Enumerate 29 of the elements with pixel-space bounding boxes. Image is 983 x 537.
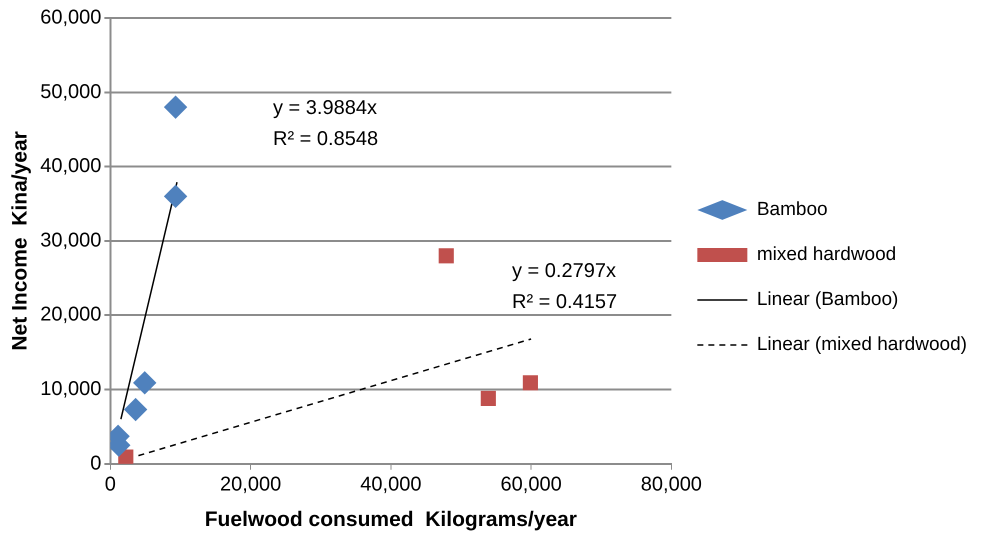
x-tick-label: 60,000 [500, 473, 562, 496]
y-tick-label: 20,000 [40, 304, 102, 326]
y-tick-label: 40,000 [40, 155, 102, 178]
legend-label: Bamboo [756, 199, 828, 220]
y-tick-label: 10,000 [40, 378, 102, 400]
annotation: R² = 0.4157 [512, 291, 618, 313]
annotation: y = 0.2797x [512, 260, 616, 282]
point [480, 390, 496, 406]
x-tick-label: 0 [104, 473, 116, 496]
y-tick-label: 30,000 [40, 229, 102, 252]
point [522, 375, 538, 390]
point [164, 96, 188, 119]
x-axis-title: Fuelwood consumed Kilograms/year [204, 508, 577, 532]
point [124, 398, 148, 422]
point [133, 371, 156, 394]
annotation: R² = 0.8548 [273, 128, 378, 150]
y-tick-label: 60,000 [40, 6, 102, 29]
y-tick-label: 0 [90, 452, 102, 474]
y-axis-title: Net Income Kina/year [8, 131, 32, 351]
x-tick-label: 80,000 [640, 473, 702, 496]
point [438, 248, 454, 264]
x-tick-label: 40,000 [360, 473, 422, 496]
annotation: y = 3.9884x [273, 97, 377, 119]
legend-label: Linear (mixed hardwood) [756, 334, 968, 356]
x-tick-label: 20,000 [220, 473, 282, 496]
point [164, 184, 188, 208]
legend-label: Linear (Bamboo) [756, 289, 898, 310]
y-tick-label: 50,000 [40, 80, 102, 103]
legend-label: mixed hardwood [756, 244, 896, 266]
